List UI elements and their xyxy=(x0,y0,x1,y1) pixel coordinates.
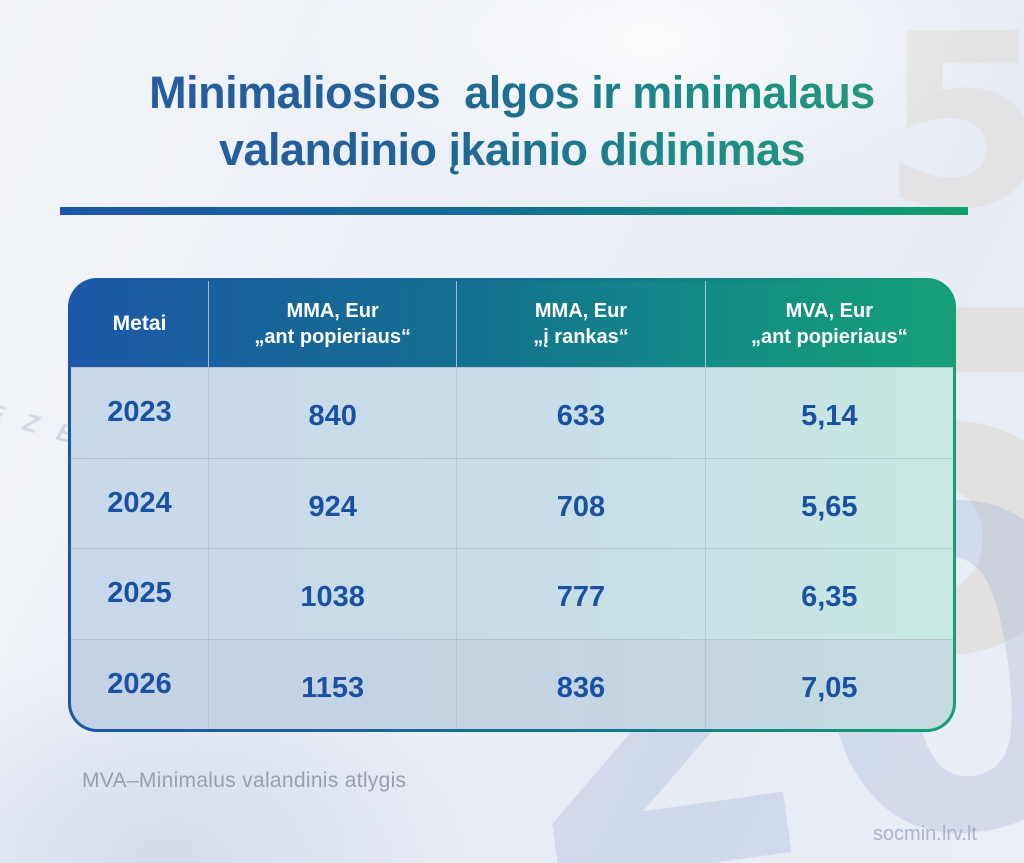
year-cell: 2025 xyxy=(71,549,209,639)
header-mma-net-line1: MMA, Eur xyxy=(534,300,628,322)
mma-gross-cell: 1038 xyxy=(209,549,458,639)
mva-cell: 5,14 xyxy=(801,400,858,433)
table-row-2025: 2025 1038 777 6,35 xyxy=(71,548,953,639)
wage-table: Metai MMA, Eur „ant popieriaus“ MMA, Eur… xyxy=(68,278,956,732)
wage-table-inner: Metai MMA, Eur „ant popieriaus“ MMA, Eur… xyxy=(71,281,953,729)
title-divider xyxy=(60,207,968,215)
table-row-2024: 2024 924 708 5,65 xyxy=(71,457,953,548)
year-cell: 2024 xyxy=(71,458,209,548)
mma-gross-cell: 1153 xyxy=(209,639,458,729)
source-url: socmin.lrv.lt xyxy=(872,823,977,845)
mma-gross-cell: 840 xyxy=(209,368,458,458)
header-mva-gross-line2: „ant popieriaus“ xyxy=(750,326,908,348)
table-header-row: Metai MMA, Eur „ant popieriaus“ MMA, Eur… xyxy=(71,281,953,367)
footnote: MVA–Minimalus valandinis atlygis xyxy=(82,769,407,792)
header-mva-gross-line1: MVA, Eur xyxy=(785,300,874,322)
page-title: Minimaliosios algos ir minimalaus valand… xyxy=(0,64,1024,178)
table-row-2026: 2026 1153 836 7,05 xyxy=(71,638,953,729)
mma-net-cell: 708 xyxy=(457,458,706,548)
mva-cell: 6,35 xyxy=(801,581,858,614)
header-mma-net-line2: „į rankas“ xyxy=(533,326,629,348)
header-metai-label: Metai xyxy=(112,312,167,335)
header-mma-gross-line1: MMA, Eur xyxy=(286,300,379,322)
header-mma-gross-line2: „ant popieriaus“ xyxy=(254,326,412,348)
table-row-2023: 2023 840 633 5,14 xyxy=(71,367,953,458)
header-mva-gross: MVA, Eur „ant popieriaus“ xyxy=(706,281,953,367)
mma-gross-cell: 924 xyxy=(209,458,458,548)
mma-net-cell: 777 xyxy=(457,549,706,639)
header-metai: Metai xyxy=(71,281,209,367)
mva-cell: 7,05 xyxy=(801,671,858,704)
mma-net-cell: 633 xyxy=(457,368,706,458)
year-cell: 2026 xyxy=(71,639,209,729)
mva-cell: 5,65 xyxy=(801,490,858,523)
header-mma-net: MMA, Eur „į rankas“ xyxy=(457,281,706,367)
header-mma-gross: MMA, Eur „ant popieriaus“ xyxy=(209,281,458,367)
year-cell: 2023 xyxy=(71,368,209,458)
mma-net-cell: 836 xyxy=(457,639,706,729)
